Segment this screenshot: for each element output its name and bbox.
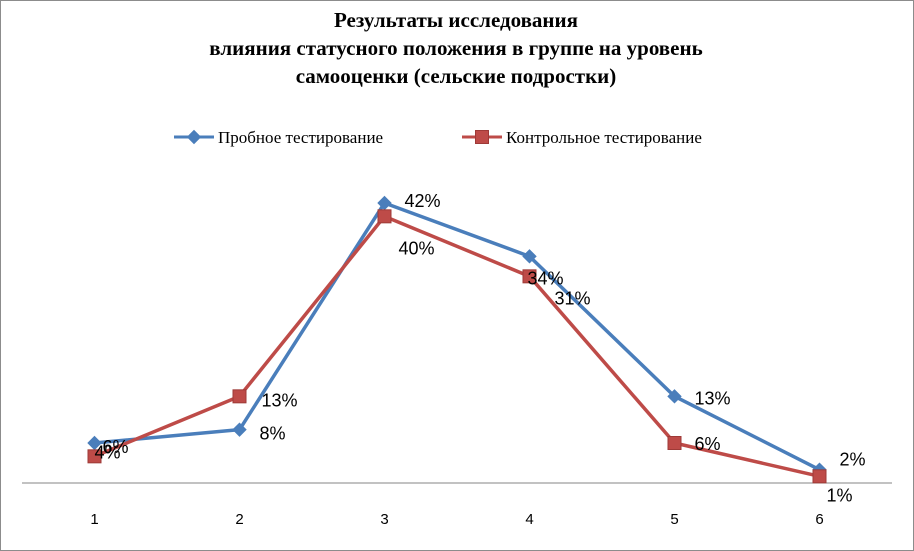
x-tick-label-3: 3 — [380, 511, 388, 528]
data-label-series-2-6: 1% — [827, 485, 853, 505]
point-series-2-5 — [667, 436, 682, 450]
data-label-series-2-2: 13% — [262, 390, 298, 410]
x-tick-label-6: 6 — [815, 511, 823, 528]
legend-label-1: Пробное тестирование — [218, 128, 383, 147]
chart-title-line-1: Результаты исследования — [334, 8, 578, 32]
data-label-series-1-6: 2% — [840, 450, 866, 470]
point-series-1-4 — [522, 249, 537, 264]
point-series-2-2 — [232, 389, 247, 404]
point-series-2-4 — [522, 269, 537, 284]
data-label-series-1-4: 34% — [528, 268, 564, 288]
x-tick-label-4: 4 — [525, 511, 533, 528]
point-series-1-5 — [667, 389, 682, 404]
point-series-2-6 — [812, 469, 827, 484]
data-label-series-1-5: 13% — [695, 388, 731, 408]
data-label-series-2-1: 4% — [95, 442, 121, 462]
series-line-1 — [94, 201, 821, 472]
data-label-series-1-3: 42% — [405, 191, 441, 211]
x-tick-label-1: 1 — [90, 511, 98, 528]
legend-marker-2 — [475, 130, 489, 144]
data-label-series-2-5: 6% — [695, 434, 721, 454]
chart-title-line-2: влияния статусного положения в группе на… — [209, 36, 703, 60]
chart-title: Результаты исследования влияния статусно… — [0, 6, 912, 90]
data-label-series-2-3: 40% — [399, 238, 435, 258]
legend-marker-1 — [186, 129, 202, 145]
data-label-series-1-1: 6% — [103, 437, 129, 457]
chart-title-line-3: самооценки (сельские подростки) — [295, 64, 617, 88]
x-tick-label-2: 2 — [235, 511, 243, 528]
point-series-1-2 — [232, 422, 247, 437]
series-line-2 — [93, 214, 820, 479]
data-label-series-1-2: 8% — [260, 424, 286, 444]
x-tick-label-5: 5 — [670, 511, 678, 528]
point-series-2-3 — [377, 209, 392, 224]
legend-label-2: Контрольное тестирование — [506, 128, 702, 147]
data-label-series-2-4: 31% — [555, 288, 591, 308]
point-series-2-1 — [87, 449, 102, 464]
